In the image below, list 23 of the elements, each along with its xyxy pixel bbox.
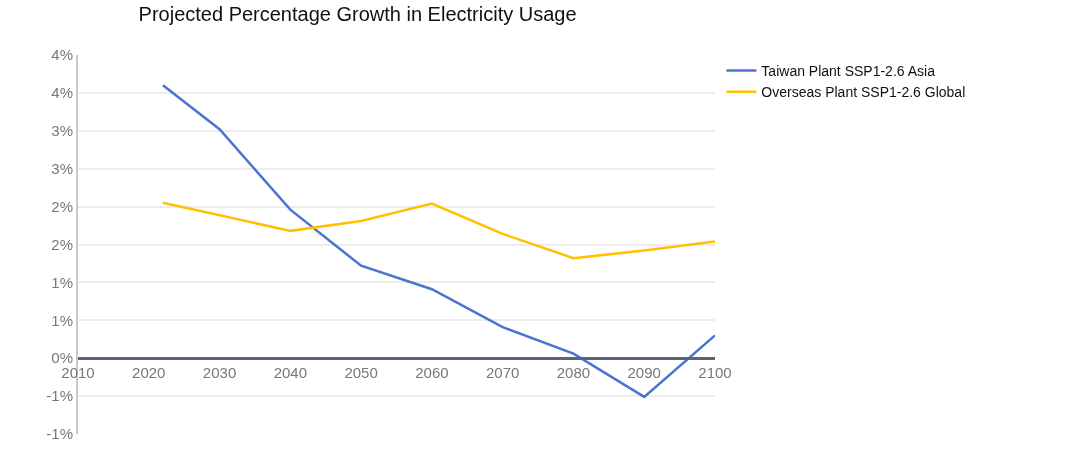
legend-label: Taiwan Plant SSP1-2.6 Asia bbox=[761, 63, 936, 80]
y-tick-label: 4% bbox=[51, 84, 73, 102]
y-tick-label: 3% bbox=[51, 159, 73, 177]
y-tick-label: 1% bbox=[51, 273, 73, 291]
y-tick-label: 3% bbox=[51, 122, 73, 140]
legend-label: Overseas Plant SSP1-2.6 Global bbox=[761, 84, 966, 101]
line-series bbox=[161, 201, 715, 260]
y-tick-label: 1% bbox=[51, 311, 73, 329]
x-tick-label: 2070 bbox=[485, 363, 520, 381]
x-tick-label: 2030 bbox=[202, 363, 237, 381]
x-tick-label: 2090 bbox=[627, 363, 661, 381]
y-tick-label: -1% bbox=[46, 425, 73, 443]
x-tick-label: 2080 bbox=[556, 363, 591, 381]
chart-title: Projected Percentage Growth in Electricity Usage bbox=[138, 2, 577, 25]
y-tick-label: 4% bbox=[51, 46, 73, 64]
x-tick-label: 2060 bbox=[415, 363, 449, 381]
y-tick-label: -1% bbox=[46, 387, 73, 405]
y-tick-label: 2% bbox=[51, 235, 73, 253]
x-tick-label: 2020 bbox=[132, 363, 166, 381]
y-tick-label: 2% bbox=[51, 197, 73, 215]
x-tick-label: 2050 bbox=[344, 363, 378, 381]
x-tick-label: 2100 bbox=[698, 363, 732, 381]
x-tick-label: 2040 bbox=[273, 363, 308, 381]
